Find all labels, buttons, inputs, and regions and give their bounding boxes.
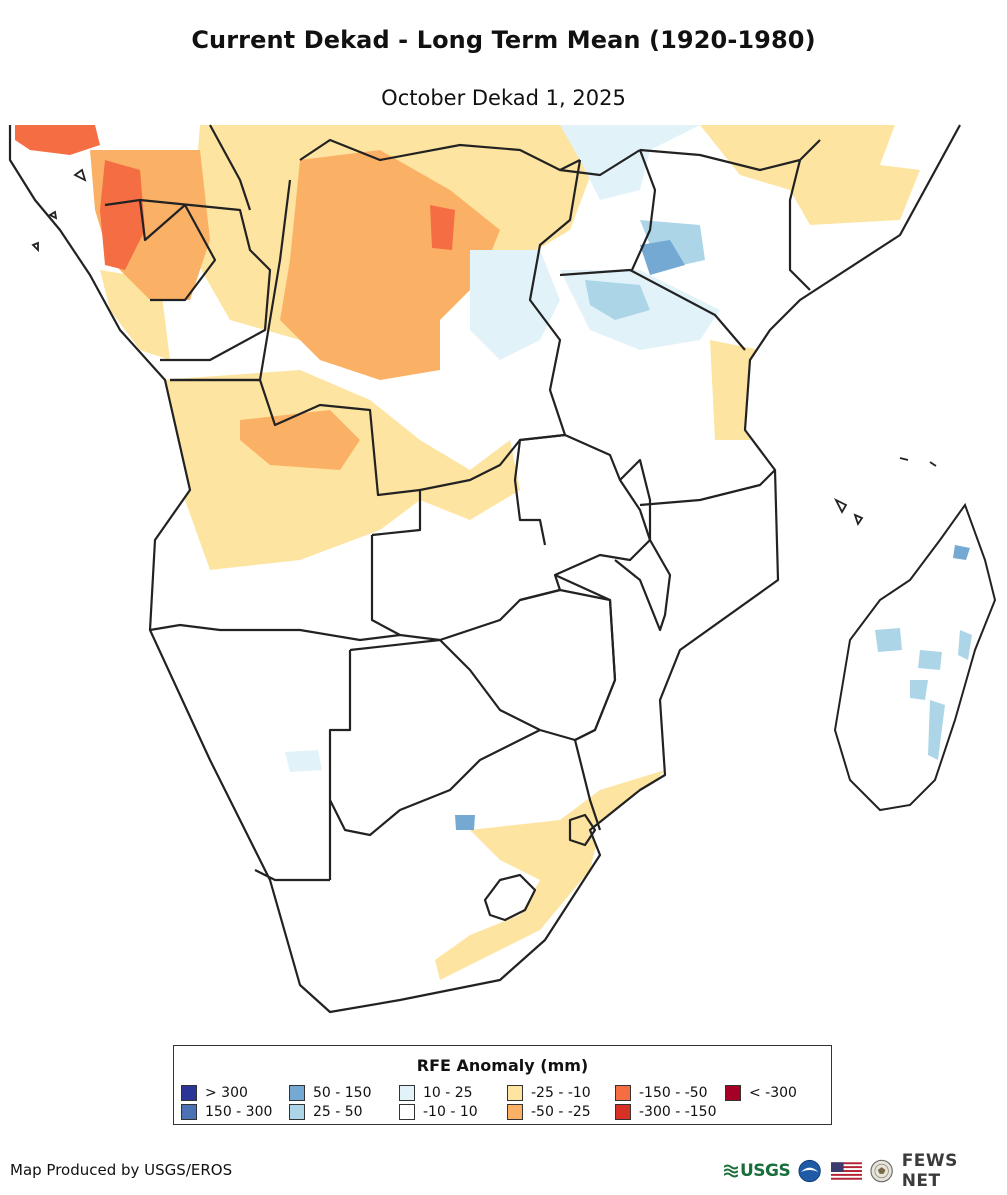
anomaly-wet-light-lakes bbox=[470, 250, 560, 360]
legend-label: -10 - 10 bbox=[423, 1104, 478, 1120]
border-malawi bbox=[614, 458, 672, 632]
legend-swatch bbox=[399, 1085, 415, 1101]
border-angola-drc bbox=[170, 378, 422, 537]
border-lake-victoria bbox=[559, 149, 641, 177]
legend-item-neg10-10: -10 - 10 bbox=[399, 1103, 478, 1121]
legend-swatch bbox=[615, 1104, 631, 1120]
border-mozambique-tanzania bbox=[639, 469, 776, 507]
legend-item-neg150-neg50: -150 - -50 bbox=[615, 1084, 708, 1102]
noaa-logo-icon bbox=[798, 1159, 822, 1183]
border-car bbox=[209, 124, 252, 211]
usgs-waves-icon bbox=[724, 1164, 738, 1178]
legend-label: > 300 bbox=[205, 1085, 248, 1101]
legend-label: -25 - -10 bbox=[531, 1085, 591, 1101]
anomaly-dry-severe-northwest bbox=[15, 125, 100, 155]
border-cameroon bbox=[104, 198, 217, 302]
madagascar-anomaly-heavy bbox=[953, 545, 970, 560]
legend-title: RFE Anomaly (mm) bbox=[416, 1056, 589, 1075]
madagascar bbox=[833, 502, 997, 812]
border-namibia-botswana bbox=[328, 638, 441, 880]
madagascar-anomaly-wet bbox=[875, 628, 972, 760]
anomaly-wet-heavy-north bbox=[640, 240, 685, 275]
legend-label: 25 - 50 bbox=[313, 1104, 363, 1120]
border-congo-gabon bbox=[139, 198, 272, 362]
border-tanzania-north bbox=[559, 268, 746, 351]
usgs-logo-icon: USGS bbox=[724, 1161, 791, 1181]
legend-item-25-50: 25 - 50 bbox=[289, 1103, 363, 1121]
map-title: Current Dekad - Long Term Mean (1920-198… bbox=[191, 26, 816, 54]
island-bioko bbox=[73, 168, 87, 182]
legend-swatch bbox=[399, 1104, 415, 1120]
usgs-logo-text: USGS bbox=[740, 1161, 791, 1181]
partner-logos: USGS FEWS NET bbox=[724, 1151, 1000, 1191]
legend-label: -50 - -25 bbox=[531, 1104, 591, 1120]
anomaly-dry-moderate-congo bbox=[280, 150, 500, 380]
anomaly-wet-light-spot bbox=[285, 750, 322, 772]
border-zimbabwe bbox=[439, 588, 617, 742]
border-kenya-somalia bbox=[788, 159, 811, 291]
island-comoros-2 bbox=[853, 513, 864, 527]
legend-swatch bbox=[507, 1085, 523, 1101]
border-lesotho bbox=[483, 873, 537, 922]
legend-swatch bbox=[289, 1104, 305, 1120]
island-annobon bbox=[31, 241, 39, 253]
legend-item-50-150: 50 - 150 bbox=[289, 1084, 372, 1102]
legend-item-10-25: 10 - 25 bbox=[399, 1084, 473, 1102]
legend-item-lt-neg300: < -300 bbox=[725, 1084, 797, 1102]
anomaly-dry-severe-west bbox=[100, 160, 145, 270]
border-ethiopia bbox=[630, 149, 657, 271]
rainfall-anomaly-map bbox=[8, 124, 997, 1014]
anomaly-dry-moderate-south bbox=[240, 410, 360, 470]
legend-label: 10 - 25 bbox=[423, 1085, 473, 1101]
anomaly-wet-moderate-victoria bbox=[585, 280, 650, 320]
legend-label: -300 - -150 bbox=[639, 1104, 717, 1120]
legend-swatch bbox=[507, 1104, 523, 1120]
islands bbox=[31, 168, 937, 527]
legend-label: 50 - 150 bbox=[313, 1085, 372, 1101]
legend-label: < -300 bbox=[749, 1085, 797, 1101]
fews-net-logo-text: FEWS NET bbox=[901, 1151, 958, 1191]
legend-item-neg50-neg25: -50 - -25 bbox=[507, 1103, 591, 1121]
coastline bbox=[8, 124, 961, 1014]
border-uganda-kenya bbox=[639, 139, 821, 172]
legend-swatch bbox=[725, 1085, 741, 1101]
anomaly-dry-severe-spot bbox=[430, 205, 455, 250]
map-subtitle: October Dekad 1, 2025 bbox=[381, 86, 626, 110]
legend-item-neg25-neg10: -25 - -10 bbox=[507, 1084, 591, 1102]
legend-label: 150 - 300 bbox=[205, 1104, 273, 1120]
border-namibia-angola bbox=[149, 623, 401, 642]
legend-swatch bbox=[181, 1104, 197, 1120]
border-drc-east bbox=[513, 159, 582, 546]
legend-label: -150 - -50 bbox=[639, 1085, 708, 1101]
border-botswana-south bbox=[329, 729, 541, 837]
map-credit: Map Produced by USGS/EROS bbox=[10, 1161, 233, 1179]
anomaly-wet-light-north bbox=[560, 125, 700, 200]
legend-swatch bbox=[615, 1085, 631, 1101]
legend-item-gt-300: > 300 bbox=[181, 1084, 248, 1102]
island-comoros-1 bbox=[833, 497, 848, 514]
border-namibia-south-africa bbox=[254, 869, 330, 882]
legend-swatch bbox=[181, 1085, 197, 1101]
island-sao-tome bbox=[48, 210, 58, 220]
legend-item-neg300-neg150: -300 - -150 bbox=[615, 1103, 717, 1121]
border-eswatini bbox=[568, 813, 597, 847]
legend: RFE Anomaly (mm) > 300 150 - 300 50 - 15… bbox=[173, 1045, 832, 1125]
us-flag-icon bbox=[831, 1162, 863, 1180]
state-department-seal-icon bbox=[870, 1159, 894, 1183]
anomaly-wet-heavy-south bbox=[455, 815, 475, 830]
anomaly-dry-light-east bbox=[700, 125, 920, 225]
island-seychelles bbox=[899, 457, 937, 467]
country-borders bbox=[8, 124, 961, 1014]
anomaly-fields bbox=[15, 125, 920, 980]
legend-item-150-300: 150 - 300 bbox=[181, 1103, 272, 1121]
legend-swatch bbox=[289, 1085, 305, 1101]
